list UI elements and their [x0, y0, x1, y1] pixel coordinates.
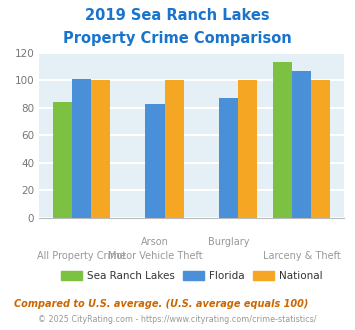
Bar: [273, 62, 292, 218]
Bar: [219, 98, 238, 218]
Text: © 2025 CityRating.com - https://www.cityrating.com/crime-statistics/: © 2025 CityRating.com - https://www.city…: [38, 315, 317, 324]
Bar: [238, 80, 257, 218]
Text: Arson: Arson: [141, 237, 169, 247]
Bar: [53, 102, 72, 218]
Bar: [91, 80, 110, 218]
Text: All Property Crime: All Property Crime: [37, 251, 126, 261]
Bar: [292, 71, 311, 218]
Text: Motor Vehicle Theft: Motor Vehicle Theft: [108, 251, 202, 261]
Text: Compared to U.S. average. (U.S. average equals 100): Compared to U.S. average. (U.S. average …: [14, 299, 308, 309]
Bar: [72, 79, 91, 218]
Text: Larceny & Theft: Larceny & Theft: [263, 251, 341, 261]
Bar: [311, 80, 331, 218]
Text: 2019 Sea Ranch Lakes: 2019 Sea Ranch Lakes: [85, 8, 270, 23]
Text: Property Crime Comparison: Property Crime Comparison: [63, 31, 292, 46]
Legend: Sea Ranch Lakes, Florida, National: Sea Ranch Lakes, Florida, National: [56, 267, 327, 285]
Bar: [164, 80, 184, 218]
Bar: [146, 104, 164, 218]
Text: Burglary: Burglary: [208, 237, 249, 247]
